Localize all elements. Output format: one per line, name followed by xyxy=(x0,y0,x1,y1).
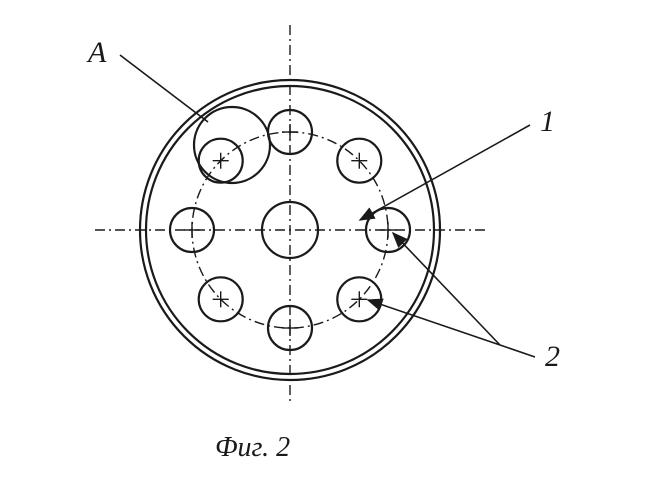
leader-2-stem xyxy=(500,345,535,357)
label-A: A xyxy=(88,36,106,70)
label-1: 1 xyxy=(540,105,555,139)
leader-A xyxy=(120,55,208,122)
leader-2a xyxy=(393,233,500,345)
technical-drawing xyxy=(0,0,670,500)
figure-caption: Фиг. 2 xyxy=(215,432,290,464)
label-2: 2 xyxy=(545,340,560,374)
leader-1 xyxy=(360,125,530,220)
leader-2b xyxy=(368,300,500,345)
